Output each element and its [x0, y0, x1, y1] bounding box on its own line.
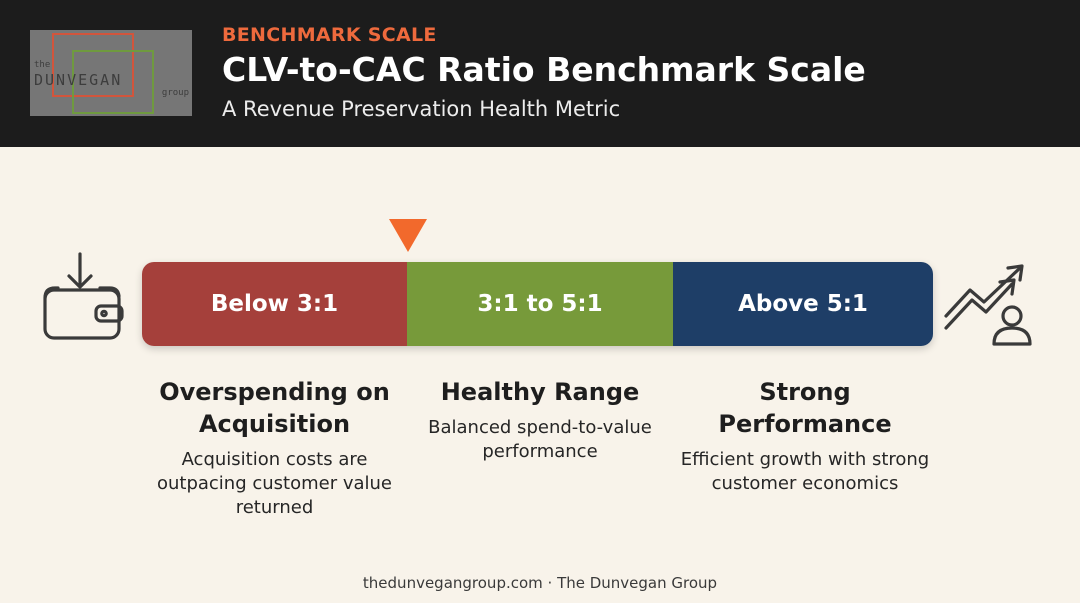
- column-healthy: Healthy Range Balanced spend-to-value pe…: [407, 376, 673, 464]
- column-description: Balanced spend-to-value performance: [428, 417, 652, 462]
- page-subtitle: A Revenue Preservation Health Metric: [222, 97, 621, 121]
- column-heading: Overspending on Acquisition: [159, 378, 390, 438]
- column-description: Acquisition costs are outpacing customer…: [156, 449, 393, 518]
- column-heading: Strong Performance: [718, 378, 892, 438]
- page-title: CLV-to-CAC Ratio Benchmark Scale: [222, 50, 866, 89]
- logo-the: the: [34, 60, 51, 70]
- header-bar: the DUNVEGAN group BENCHMARK SCALE CLV-t…: [0, 0, 1080, 147]
- segment-3-1-to-5-1: 3:1 to 5:1: [407, 262, 673, 346]
- logo-name: DUNVEGAN: [34, 71, 123, 89]
- growth-person-icon: [944, 264, 1032, 346]
- column-strong: Strong Performance Efficient growth with…: [673, 376, 937, 496]
- benchmark-scale-bar: Below 3:1 3:1 to 5:1 Above 5:1: [142, 262, 933, 346]
- column-overspending: Overspending on Acquisition Acquisition …: [142, 376, 407, 520]
- footer-credit: thedunvegangroup.com · The Dunvegan Grou…: [362, 574, 718, 592]
- logo-frame-green: [72, 50, 154, 114]
- eyebrow-label: BENCHMARK SCALE: [222, 24, 437, 46]
- column-heading: Healthy Range: [440, 378, 640, 406]
- logo-frame-orange: [52, 33, 134, 97]
- benchmark-marker-triangle: [389, 219, 427, 252]
- wallet-download-icon: [43, 252, 124, 340]
- column-description: Efficient growth with strong customer ec…: [680, 449, 930, 494]
- logo-group: group: [161, 88, 189, 98]
- segment-above-5-1: Above 5:1: [673, 262, 933, 346]
- segment-below-3-1: Below 3:1: [142, 262, 407, 346]
- dunvegan-logo: the DUNVEGAN group: [30, 30, 192, 116]
